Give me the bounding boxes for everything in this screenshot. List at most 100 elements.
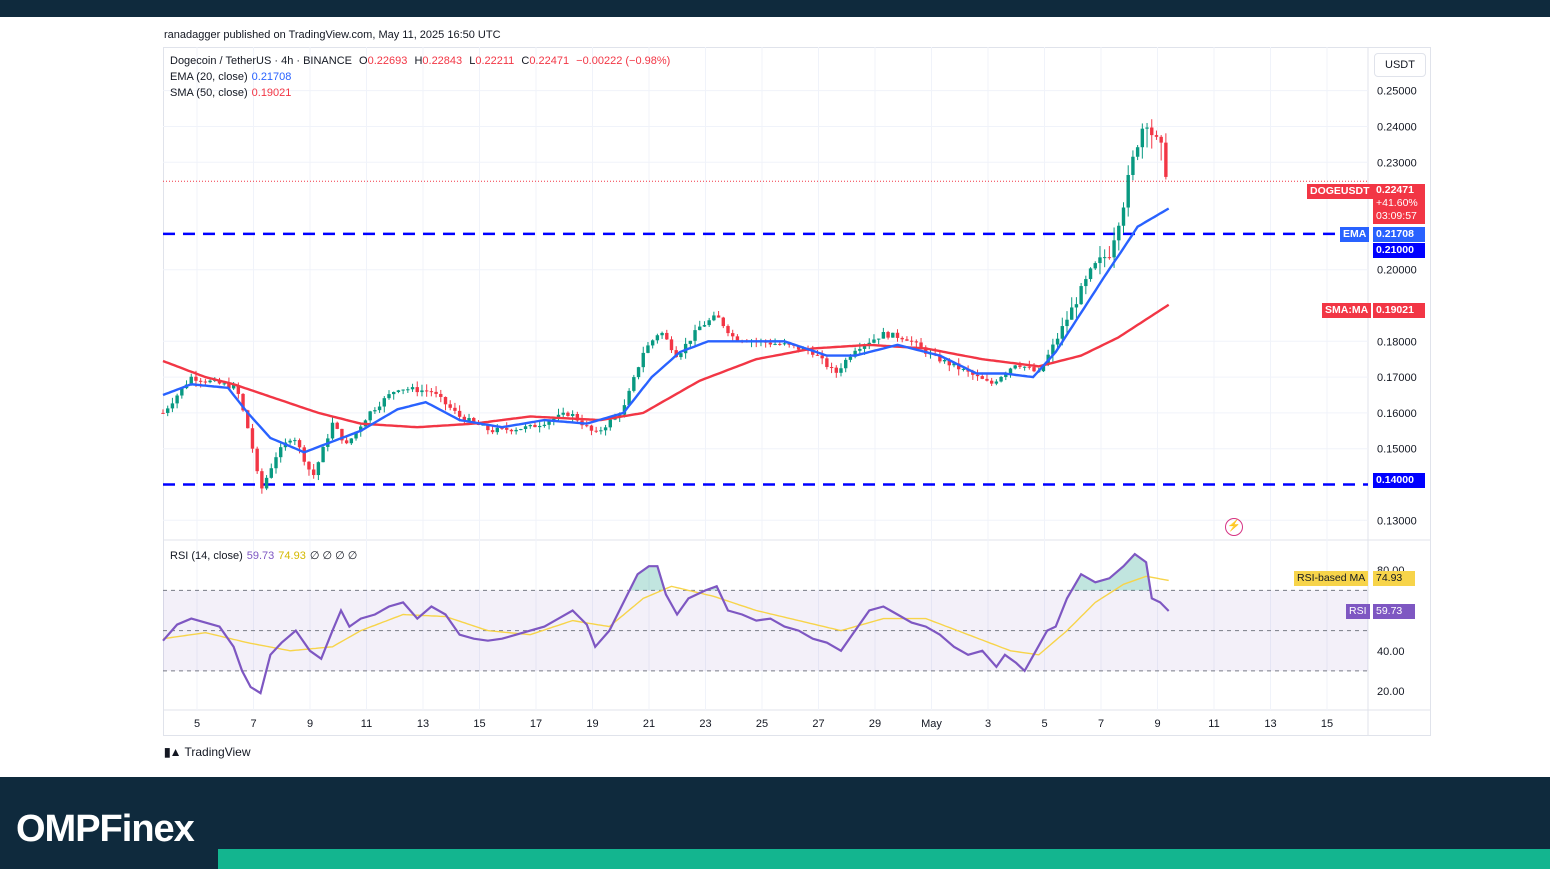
candle-body[interactable] [858,348,862,351]
candle-body[interactable] [505,427,509,430]
candle-body[interactable] [392,391,396,395]
candle-body[interactable] [702,325,707,327]
candle-body[interactable] [980,376,984,379]
candle-body[interactable] [523,426,528,430]
ema-line[interactable] [162,207,1170,454]
candle-body[interactable] [735,336,740,341]
candle-body[interactable] [359,426,363,432]
candle-body[interactable] [1131,156,1135,175]
candle-body[interactable] [679,353,683,358]
candle-body[interactable] [321,446,325,463]
candle-body[interactable] [222,383,226,385]
candle-body[interactable] [198,380,203,382]
lightning-icon[interactable]: ⚡ [1225,518,1243,536]
candle-body[interactable] [462,416,467,422]
candle-body[interactable] [377,406,382,411]
candle-body[interactable] [589,425,594,431]
candle-body[interactable] [848,356,853,360]
candle-body[interactable] [731,333,735,337]
candle-body[interactable] [726,326,730,334]
candle-body[interactable] [246,410,250,429]
candle-body[interactable] [1150,127,1154,136]
candle-body[interactable] [203,381,208,383]
candle-body[interactable] [820,355,824,359]
candle-body[interactable] [825,358,829,368]
candle-body[interactable] [373,410,377,412]
candle-body[interactable] [443,396,448,405]
candle-body[interactable] [881,332,886,339]
candle-body[interactable] [448,404,452,408]
candle-body[interactable] [509,429,514,432]
candle-body[interactable] [236,384,241,394]
candle-body[interactable] [796,345,801,350]
candle-body[interactable] [439,393,443,397]
candle-body[interactable] [528,424,532,427]
candle-body[interactable] [274,457,278,469]
candle-body[interactable] [472,418,476,422]
candle-body[interactable] [227,383,231,389]
candle-body[interactable] [279,447,283,458]
candle-body[interactable] [307,461,311,470]
candle-body[interactable] [349,438,354,444]
candle-body[interactable] [999,376,1003,382]
currency-button[interactable]: USDT [1374,53,1426,77]
candle-body[interactable] [1121,207,1126,226]
candle-body[interactable] [264,477,269,489]
candle-body[interactable] [547,421,551,425]
candle-body[interactable] [603,427,608,431]
candle-body[interactable] [782,343,787,345]
candle-body[interactable] [269,468,273,478]
candle-body[interactable] [721,317,725,327]
candle-body[interactable] [1102,257,1107,259]
candle-body[interactable] [707,320,711,326]
candle-body[interactable] [180,388,184,396]
candle-body[interactable] [773,343,777,345]
candle-body[interactable] [316,462,321,476]
candle-body[interactable] [674,350,678,358]
candle-body[interactable] [250,428,255,449]
candle-body[interactable] [561,412,565,415]
candle-body[interactable] [255,448,259,472]
candle-body[interactable] [768,342,773,345]
candle-body[interactable] [302,447,306,462]
candle-body[interactable] [952,363,956,366]
candle-body[interactable] [1004,373,1008,377]
rsi-ma-line[interactable] [162,575,1169,656]
sma-line[interactable] [162,303,1170,429]
candle-body[interactable] [495,427,499,433]
candle-body[interactable] [985,378,989,381]
candle-body[interactable] [919,342,923,348]
candle-body[interactable] [994,381,999,384]
candle-body[interactable] [330,422,335,439]
candle-body[interactable] [599,430,603,432]
candle-body[interactable] [975,374,980,377]
candle-body[interactable] [387,394,391,399]
candle-body[interactable] [410,387,415,390]
candle-body[interactable] [650,340,655,346]
candle-body[interactable] [815,354,820,356]
candle-body[interactable] [914,341,919,343]
candle-body[interactable] [1065,319,1069,327]
candle-body[interactable] [420,390,424,393]
candle-body[interactable] [942,359,947,362]
candle-body[interactable] [632,377,636,391]
candle-body[interactable] [1022,366,1027,368]
candle-body[interactable] [424,390,429,392]
candle-body[interactable] [1084,279,1088,287]
candle-body[interactable] [1107,257,1112,259]
candle-body[interactable] [1018,365,1022,367]
candle-body[interactable] [1032,367,1036,372]
candle-body[interactable] [519,429,523,431]
candle-body[interactable] [297,440,302,448]
candle-body[interactable] [1126,174,1130,208]
candle-body[interactable] [618,414,622,417]
candle-body[interactable] [1093,263,1097,269]
candle-body[interactable] [693,330,697,341]
candle-body[interactable] [401,389,405,391]
candle-body[interactable] [1164,142,1168,177]
candle-body[interactable] [467,418,471,422]
candle-body[interactable] [698,326,702,331]
candle-body[interactable] [344,440,349,444]
candle-body[interactable] [1013,365,1017,369]
